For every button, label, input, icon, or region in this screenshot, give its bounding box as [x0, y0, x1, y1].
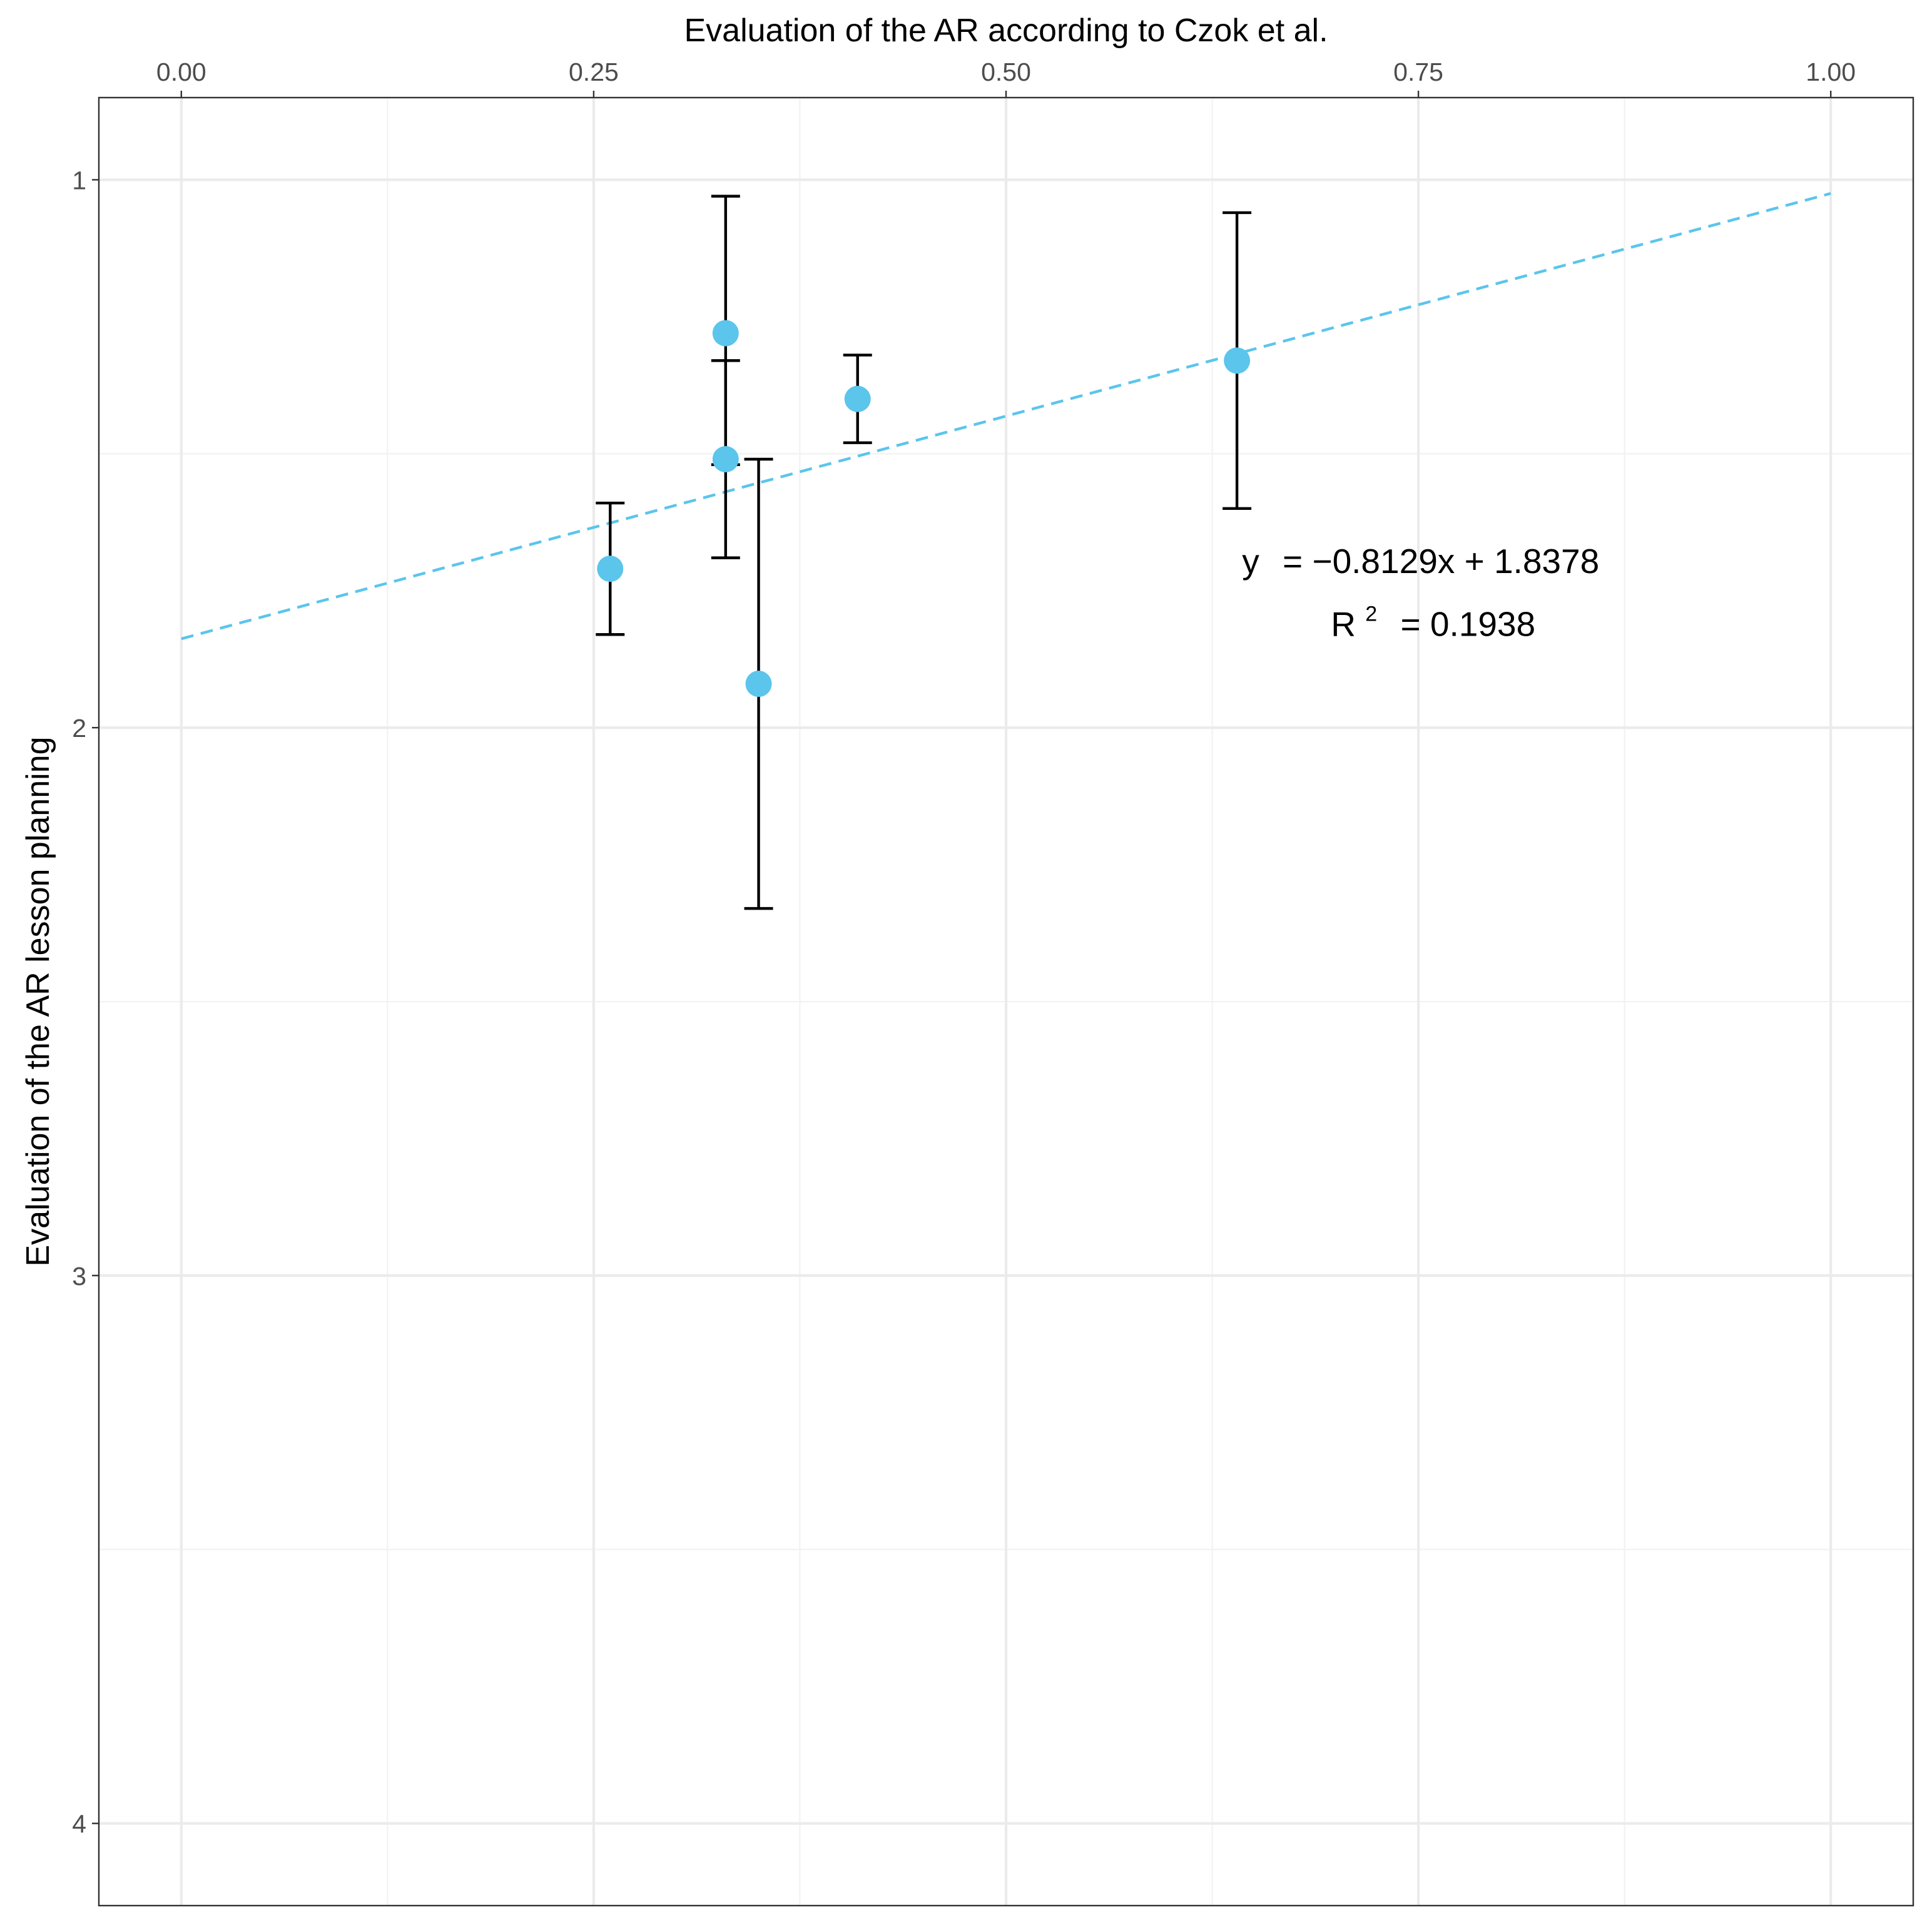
regression-line: [181, 192, 1831, 641]
x-tick-labels: 0.00 0.25 0.50 0.75 1.00: [156, 58, 1856, 86]
data-points: [597, 320, 1251, 698]
y-axis-title: Evaluation of the AR lesson planning: [20, 736, 56, 1266]
axis-ticks: [92, 91, 1832, 1824]
equation-rest: = −0.8129x + 1.8378: [1283, 542, 1599, 581]
error-bars: [596, 195, 1252, 910]
grid-layer: [99, 98, 1913, 1906]
data-point: [1224, 347, 1251, 374]
equation-text: y = −0.8129x + 1.8378: [1242, 542, 1599, 581]
x-tick-label: 1.00: [1806, 58, 1856, 86]
r2-base: R: [1331, 605, 1356, 644]
x-tick-label: 0.50: [981, 58, 1031, 86]
data-point: [844, 385, 871, 412]
data-point: [597, 556, 624, 582]
x-tick-label: 0.25: [569, 58, 619, 86]
regression-annotation: y = −0.8129x + 1.8378 R 2 = 0.1938: [1242, 542, 1599, 644]
data-point: [712, 446, 739, 472]
r2-superscript: 2: [1365, 602, 1377, 626]
x-tick-label: 0.00: [156, 58, 206, 86]
y-tick-label: 3: [72, 1262, 86, 1291]
data-point: [745, 671, 772, 698]
r2-rest: = 0.1938: [1400, 605, 1535, 644]
data-point: [712, 320, 739, 347]
equation-y: y: [1242, 542, 1259, 581]
y-tick-label: 4: [72, 1810, 86, 1839]
r-squared-text: R 2 = 0.1938: [1331, 590, 1535, 644]
y-tick-label: 2: [72, 714, 86, 743]
y-tick-labels: 1 2 3 4: [72, 166, 86, 1838]
y-tick-label: 1: [72, 166, 86, 195]
x-axis-title: Evaluation of the AR according to Czok e…: [684, 13, 1328, 49]
x-tick-label: 0.75: [1393, 58, 1443, 86]
